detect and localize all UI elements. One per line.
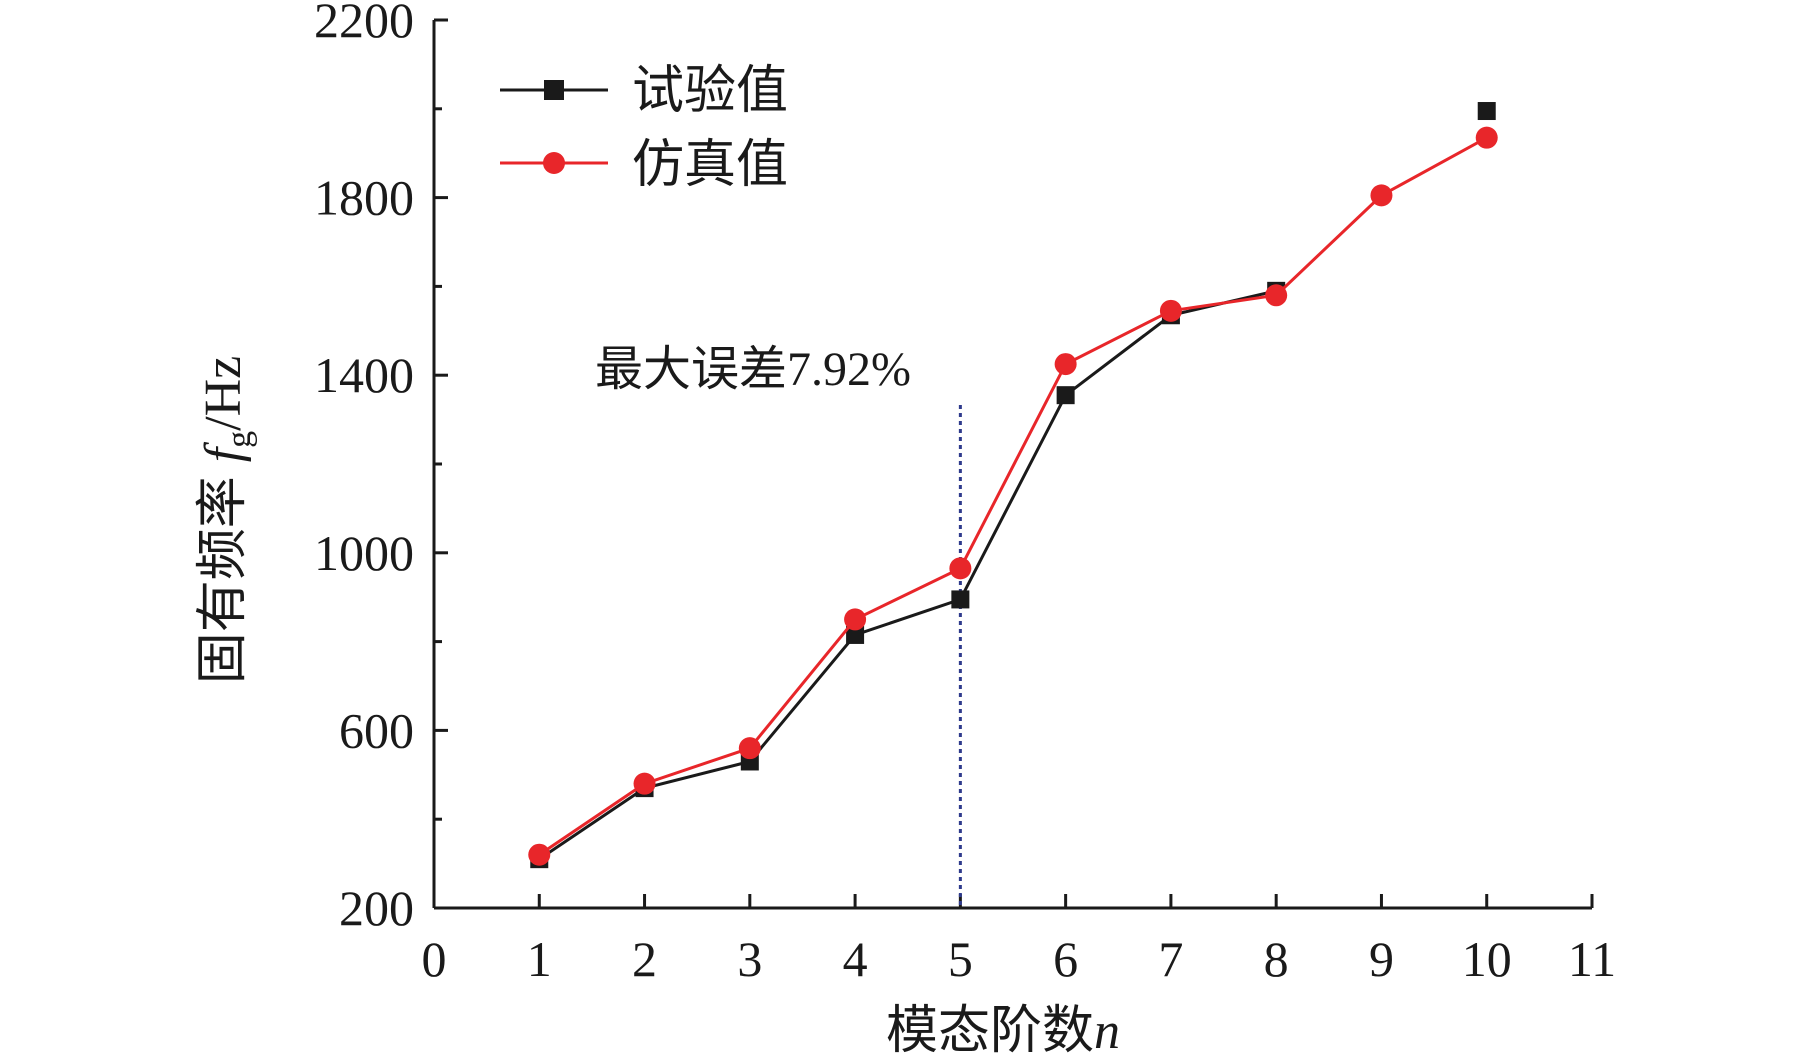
legend-label-test: 试验值 [632, 63, 788, 120]
data-point [528, 843, 551, 866]
legend-label-sim: 仿真值 [632, 137, 788, 194]
data-point [1477, 102, 1496, 121]
data-point [633, 772, 656, 795]
legend-marker-sim [543, 152, 565, 174]
y-axis-ticks: 200 600 1000 1400 1800 2200 [314, 0, 448, 936]
data-point [1054, 353, 1077, 376]
data-point [738, 737, 761, 760]
y-tick-label: 1000 [314, 525, 414, 581]
legend-marker-test [544, 80, 564, 100]
x-tick-label: 11 [1568, 931, 1616, 987]
data-point [1370, 184, 1393, 207]
x-axis-title-text: 模态阶数 [886, 1003, 1094, 1060]
data-point [951, 590, 970, 609]
x-tick-label: 0 [422, 931, 447, 987]
annotation-text: 最大误差7.92% [595, 343, 911, 396]
data-point [1475, 126, 1498, 149]
x-tick-label: 2 [632, 931, 657, 987]
data-point [846, 625, 865, 644]
y-tick-label: 200 [339, 880, 414, 936]
y-tick-label: 1800 [314, 170, 414, 226]
data-point [1056, 386, 1075, 405]
data-point [949, 557, 972, 580]
x-tick-label: 5 [948, 931, 973, 987]
x-tick-label: 4 [843, 931, 868, 987]
data-point [844, 608, 867, 631]
series-layer [528, 102, 1498, 869]
x-tick-label: 9 [1369, 931, 1394, 987]
x-tick-label: 8 [1264, 931, 1289, 987]
x-tick-label: 7 [1158, 931, 1183, 987]
series-test [530, 102, 1496, 869]
y-axis-title: 固有频率fg/Hz [195, 356, 258, 685]
x-axis-title-var: n [1094, 1003, 1120, 1060]
y-tick-label: 600 [339, 702, 414, 758]
x-tick-label: 3 [737, 931, 762, 987]
legend: 试验值 仿真值 [500, 63, 788, 194]
series-simulation [528, 126, 1498, 866]
series-line [538, 289, 1277, 861]
x-tick-label: 10 [1462, 931, 1512, 987]
series-line [538, 136, 1488, 856]
plot-area: 0 1 2 3 4 5 6 7 8 9 10 11 200 600 1000 1400 1800 2200 [314, 0, 1616, 987]
y-axis-title-text: 固有频率 [195, 476, 252, 684]
y-tick-label: 1400 [314, 347, 414, 403]
y-axis-title-unit: /Hz [195, 356, 252, 431]
y-axis-title-sub: g [221, 431, 258, 448]
x-tick-label: 1 [527, 931, 552, 987]
data-point [1159, 299, 1182, 322]
x-tick-label: 6 [1053, 931, 1078, 987]
x-axis-title: 模态阶数n [886, 1003, 1120, 1060]
y-tick-label: 2200 [314, 0, 414, 48]
data-point [1265, 284, 1288, 307]
